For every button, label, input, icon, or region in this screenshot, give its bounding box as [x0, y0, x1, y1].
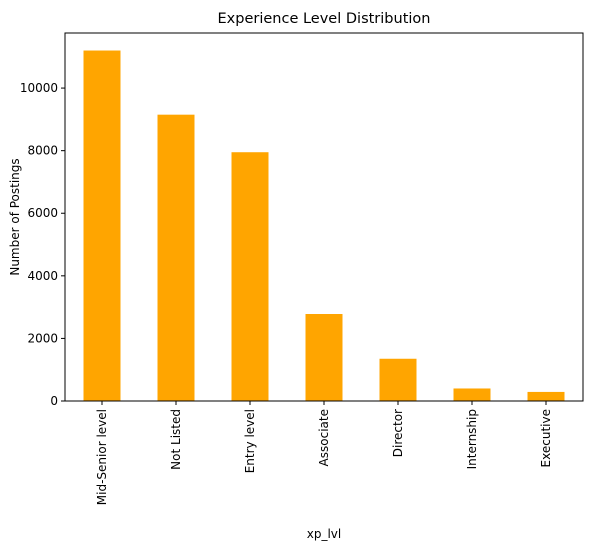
x-axis-title: xp_lvl: [307, 527, 342, 541]
plot-frame: [64, 32, 584, 402]
x-tick-label: Entry level: [243, 409, 257, 473]
x-tick-label: Executive: [539, 409, 553, 467]
y-tick-label: 2000: [27, 331, 58, 345]
x-tick-label: Mid-Senior level: [95, 409, 109, 505]
y-axis: 0 2000 4000 6000 8000 10000: [20, 81, 65, 408]
x-tick-label: Director: [391, 409, 405, 457]
y-tick-label: 4000: [27, 269, 58, 283]
bar-director: [379, 358, 417, 401]
bars-group: [83, 50, 565, 402]
bar-not-listed: [157, 114, 195, 402]
y-tick-label: 6000: [27, 206, 58, 220]
y-tick-label: 0: [50, 394, 58, 408]
x-tick-label: Not Listed: [169, 409, 183, 470]
bar-executive: [527, 391, 565, 401]
x-tick-label: Internship: [465, 409, 479, 469]
x-tick-label: Associate: [317, 409, 331, 466]
bar-entry-level: [231, 152, 269, 401]
bar-associate: [305, 314, 343, 401]
x-axis: Mid-Senior level Not Listed Entry level Ass…: [95, 401, 553, 505]
chart-title: Experience Level Distribution: [218, 11, 431, 27]
y-tick-label: 8000: [27, 144, 58, 158]
y-tick-label: 10000: [20, 81, 58, 95]
y-axis-title: Number of Postings: [8, 158, 22, 275]
bar-mid-senior-level: [83, 50, 121, 402]
bar-internship: [453, 388, 491, 401]
